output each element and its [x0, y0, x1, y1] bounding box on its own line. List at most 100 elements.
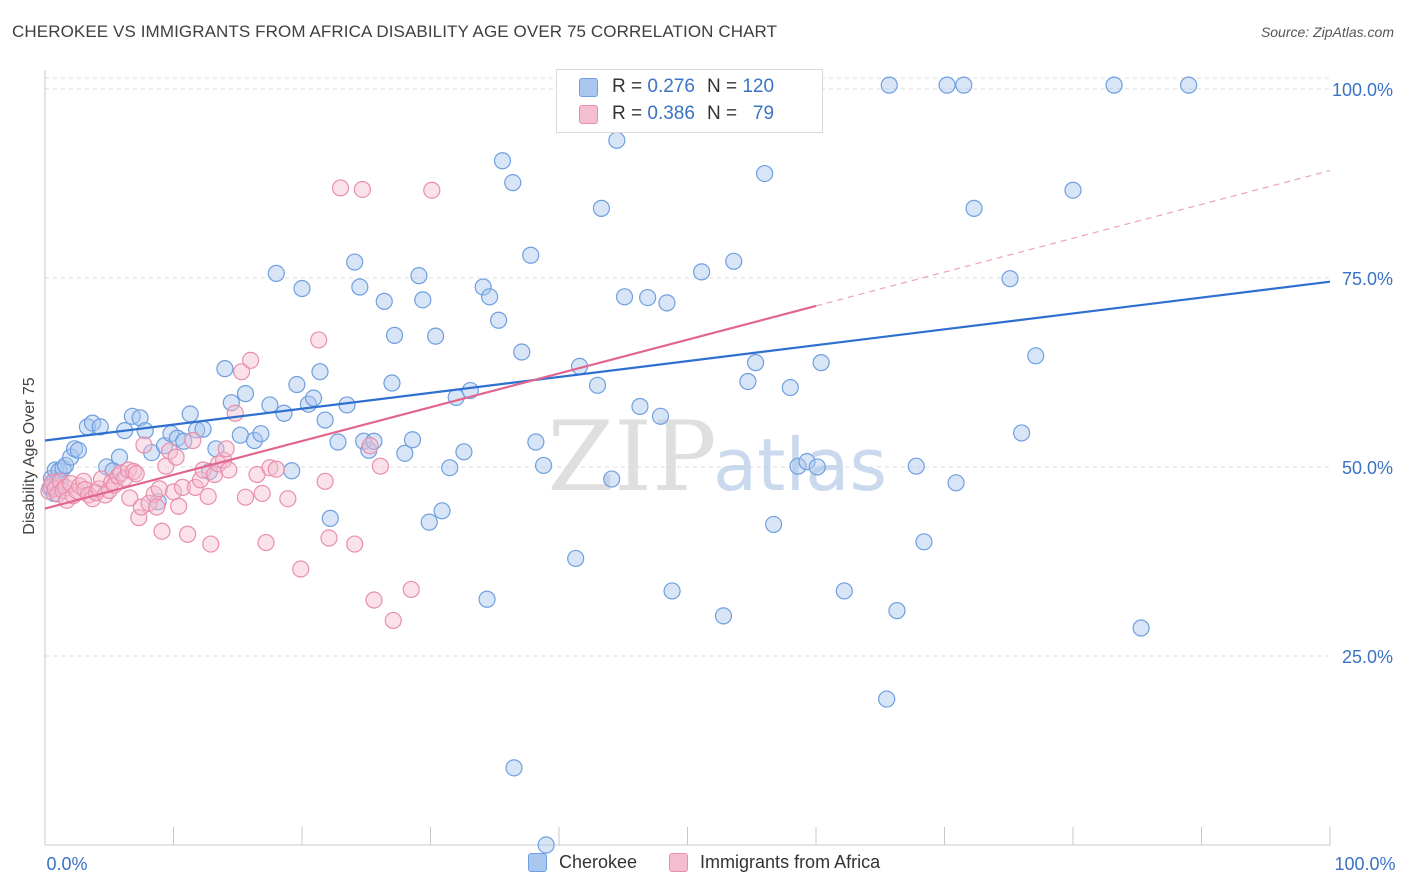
data-point: [631, 397, 649, 416]
data-point: [148, 498, 166, 516]
data-point: [764, 515, 783, 534]
data-point: [329, 433, 347, 451]
data-point: [1064, 181, 1082, 199]
tick-labels: 25.0% 50.0% 75.0% 100.0% 0.0% 100.0%: [46, 80, 1395, 874]
data-point: [173, 478, 192, 496]
data-point: [130, 509, 148, 527]
data-point: [320, 529, 338, 547]
data-point: [396, 444, 414, 462]
data-point: [592, 199, 611, 217]
data-point: [267, 264, 285, 282]
data-point: [385, 326, 404, 344]
legend-row-cherokee: R = 0.276 N = 120: [579, 74, 774, 100]
series-points-africa: [40, 179, 441, 630]
data-point: [279, 490, 297, 508]
data-point: [1132, 619, 1150, 637]
data-point: [383, 374, 401, 392]
trend-line-extension-africa: [815, 169, 1331, 307]
data-point: [175, 432, 193, 450]
data-point: [537, 836, 555, 854]
data-point: [121, 489, 139, 507]
data-point: [365, 591, 383, 609]
data-point: [202, 535, 220, 553]
data-point: [375, 292, 393, 310]
legend-r-value: 0.276: [647, 76, 695, 97]
data-point: [588, 376, 607, 394]
x-tick-label: 100.0%: [1334, 854, 1395, 874]
legend-item-africa[interactable]: Immigrants from Africa: [669, 852, 880, 873]
data-point: [40, 482, 58, 500]
data-point: [781, 378, 799, 397]
watermark-zip: ZIP: [547, 401, 716, 513]
data-point: [402, 580, 420, 599]
data-point: [353, 180, 371, 199]
legend-label-africa: Immigrants from Africa: [700, 852, 881, 872]
data-point: [161, 442, 179, 460]
data-point: [316, 411, 334, 429]
data-point: [455, 443, 473, 461]
data-point: [216, 360, 234, 378]
data-point: [267, 460, 285, 478]
data-point: [808, 458, 826, 476]
data-point: [145, 485, 163, 503]
data-point: [693, 263, 711, 281]
legend-item-cherokee[interactable]: Cherokee: [528, 852, 637, 873]
data-point: [245, 431, 264, 450]
data-point: [351, 278, 369, 296]
data-point: [131, 409, 149, 427]
data-point: [310, 331, 328, 349]
data-point: [714, 607, 733, 625]
legend-swatch-africa: [669, 853, 689, 872]
data-point: [91, 418, 109, 436]
data-point: [433, 502, 451, 520]
data-point: [441, 459, 459, 477]
data-point: [663, 582, 681, 600]
data-point: [608, 131, 626, 149]
data-point: [505, 759, 523, 777]
data-point: [888, 602, 906, 620]
data-point: [1027, 347, 1045, 365]
data-point: [261, 396, 279, 414]
data-point: [478, 590, 496, 608]
data-point: [261, 459, 279, 477]
data-point: [427, 327, 445, 345]
data-point: [481, 288, 499, 306]
data-point: [493, 152, 512, 170]
data-point: [938, 76, 956, 94]
data-point: [1012, 424, 1031, 442]
data-point: [504, 174, 522, 192]
data-point: [798, 453, 816, 471]
data-point: [947, 474, 965, 492]
data-point: [755, 164, 774, 183]
series-legend: Cherokee Immigrants from Africa: [528, 852, 912, 873]
data-point: [789, 457, 807, 475]
legend-n-value: 120: [742, 76, 775, 97]
data-point: [150, 480, 168, 498]
data-point: [127, 465, 145, 483]
trend-line-africa: [44, 304, 817, 510]
data-point: [170, 497, 188, 515]
data-point: [835, 582, 853, 600]
data-point: [236, 488, 255, 506]
data-point: [812, 354, 830, 372]
x-tick-label: 0.0%: [46, 854, 87, 874]
data-points: [40, 76, 1198, 854]
data-point: [878, 690, 896, 708]
data-point: [747, 354, 765, 372]
data-point: [527, 433, 545, 451]
legend-r-value: 0.386: [647, 103, 695, 124]
data-point: [965, 199, 983, 217]
data-point: [725, 252, 743, 270]
data-point: [321, 509, 339, 527]
data-point: [1180, 76, 1198, 94]
legend-r-label: R =: [612, 103, 643, 124]
legend-r-label: R =: [612, 76, 643, 97]
data-point: [474, 278, 492, 296]
data-point: [199, 487, 217, 506]
y-tick-label: 25.0%: [1342, 647, 1393, 667]
data-point: [639, 288, 657, 307]
y-tick-label: 100.0%: [1332, 80, 1393, 100]
data-point: [603, 470, 621, 488]
trend-lines: [44, 169, 1331, 510]
